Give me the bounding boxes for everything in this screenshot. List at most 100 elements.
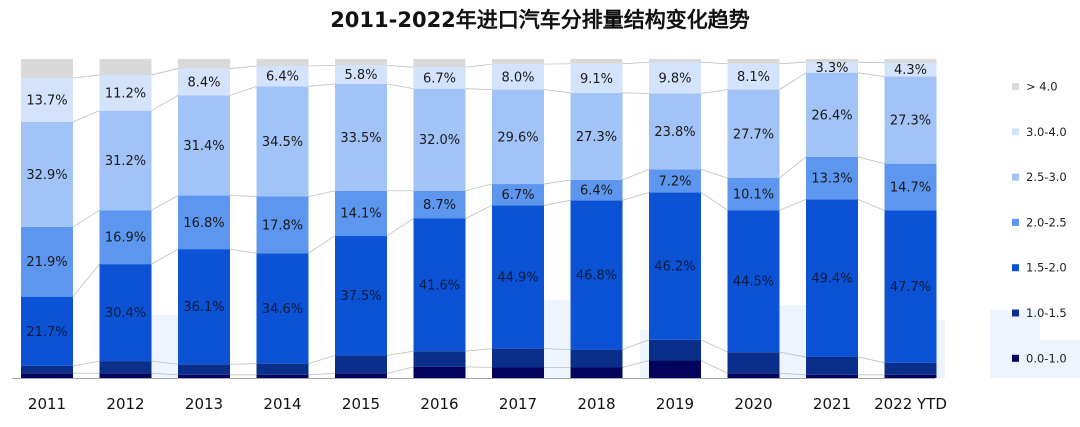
x-tick-label: 2020 [734, 395, 772, 413]
bar-segment [884, 76, 937, 164]
data-label: 8.1% [737, 70, 770, 85]
data-label: 41.6% [419, 278, 460, 293]
bar-segment [492, 367, 544, 378]
data-label: 47.7% [890, 280, 931, 295]
connector-line [72, 263, 100, 297]
bar-segment [335, 83, 387, 191]
x-tick-label: 2015 [342, 395, 380, 413]
data-label: 27.3% [576, 130, 617, 145]
legend-swatch [1012, 264, 1019, 272]
connector-line [857, 356, 885, 364]
bar-segment [335, 190, 387, 236]
data-label: 9.1% [580, 72, 613, 87]
connector-line [386, 350, 414, 356]
bar-segment [884, 62, 937, 77]
connector-line [465, 88, 493, 91]
bar-segment [21, 78, 73, 122]
connector-line [857, 156, 885, 165]
legend-label: 2.5-3.0 [1026, 170, 1067, 184]
connector-line [151, 248, 179, 265]
bar-stack-2014 [256, 59, 309, 378]
connector-line [308, 235, 336, 254]
bar-segment [335, 65, 387, 84]
connector-line [465, 183, 493, 192]
bar-segment [21, 365, 73, 374]
bar-segment [806, 199, 858, 357]
data-label: 5.8% [344, 68, 377, 83]
bar-segment [413, 218, 466, 352]
connector-line [543, 89, 571, 94]
bar-segment [727, 63, 780, 90]
legend-item: > 4.0 [1012, 80, 1058, 94]
data-label: 8.7% [423, 198, 456, 213]
connector-line [308, 64, 336, 67]
bar-segment [21, 59, 73, 79]
bar-segment [492, 348, 544, 368]
legend-label: > 4.0 [1026, 80, 1058, 94]
bar-segment [21, 296, 73, 366]
legend-item: 1.0-1.5 [1012, 306, 1067, 320]
bar-segment [570, 59, 623, 64]
connector-line [465, 205, 493, 219]
data-label: 31.4% [183, 139, 224, 154]
bar-stack-2018 [570, 59, 623, 378]
x-tick-label: 2018 [577, 395, 615, 413]
bar-segment [413, 366, 466, 378]
bar-segment [727, 59, 780, 64]
bar-stack-2017 [492, 59, 544, 378]
connector-line [543, 179, 571, 185]
data-label: 14.7% [890, 181, 931, 196]
data-label: 32.0% [419, 133, 460, 148]
legend-item: 2.5-3.0 [1012, 170, 1067, 184]
connector-line [700, 192, 728, 211]
bar-segment [492, 89, 544, 185]
bar-segment [413, 190, 466, 219]
connector-line [308, 354, 336, 365]
x-tick-label: 2022 YTD [874, 395, 947, 413]
legend-swatch [1012, 128, 1019, 136]
connector-line [386, 218, 414, 237]
connector-line [857, 72, 885, 77]
data-label: 44.9% [497, 271, 538, 286]
x-tick-label: 2011 [28, 395, 66, 413]
bar-segment [413, 59, 466, 68]
bar-segment [335, 235, 387, 356]
bar-segment [256, 374, 309, 378]
connector-line [779, 61, 807, 65]
connector-line [700, 360, 728, 374]
connector-line [700, 168, 728, 179]
data-label: 26.4% [811, 108, 852, 123]
data-label: 6.4% [266, 70, 299, 85]
legend-label: 3.0-4.0 [1026, 125, 1067, 139]
bar-segment [492, 59, 544, 65]
bar-segment [806, 156, 858, 200]
connector-line [151, 372, 179, 376]
data-label: 10.1% [733, 188, 774, 203]
connector-line [465, 63, 493, 68]
data-label: 9.8% [658, 71, 691, 86]
x-tick-label: 2016 [420, 395, 458, 413]
bar-segment [570, 63, 623, 93]
connector-line [386, 83, 414, 90]
connector-line [622, 191, 650, 201]
bar-segment [884, 163, 937, 211]
data-label: 33.5% [340, 131, 381, 146]
bar-segment [178, 195, 230, 250]
bar-stack-2011 [21, 59, 73, 378]
data-label: 8.0% [501, 70, 534, 85]
data-label: 27.3% [890, 114, 931, 129]
connector-line [779, 72, 807, 90]
connector-line [151, 95, 179, 112]
bar-stack-2020 [727, 59, 780, 378]
bar-segment [413, 88, 466, 191]
data-label: 16.9% [105, 231, 146, 246]
bar-segment [806, 356, 858, 375]
legend-swatch [1012, 83, 1019, 90]
data-label: 17.8% [262, 218, 303, 233]
connector-line [229, 65, 257, 69]
bar-segment [492, 184, 544, 206]
bar-segment [884, 362, 937, 375]
bar-segment [727, 373, 780, 378]
data-label: 4.3% [894, 63, 927, 78]
bar-segment [727, 177, 780, 211]
